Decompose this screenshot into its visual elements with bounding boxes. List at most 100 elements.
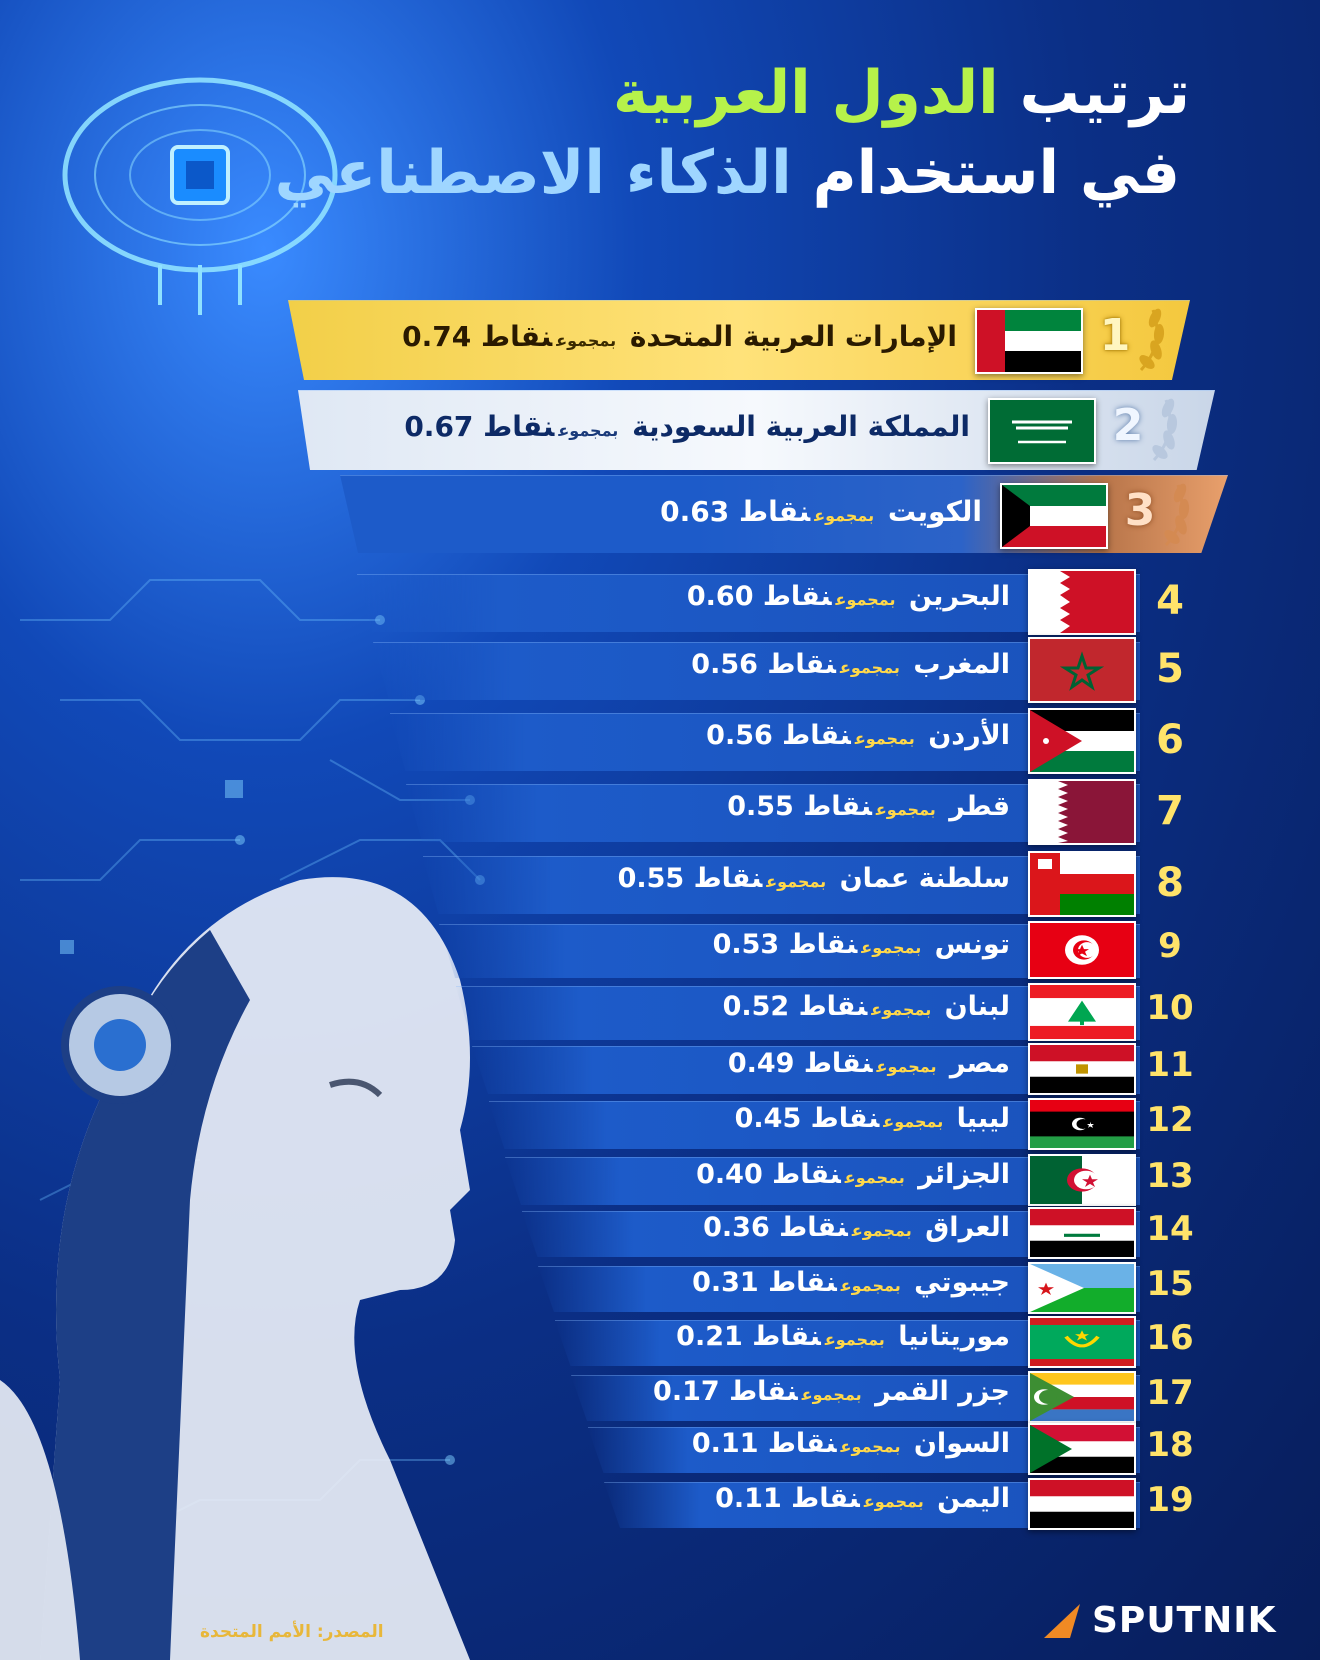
country-name: البحرين xyxy=(908,581,1010,612)
country-label: موريتانيا بمجموعنقاط 0.21 xyxy=(676,1321,1010,1352)
ranking-row: 10 لبنان بمجموعنقاط 0.52 xyxy=(0,978,1320,1041)
country-name: مصر xyxy=(949,1048,1010,1079)
title-text-ai: الذكاء الاصطناعي xyxy=(274,138,792,208)
points-label: نقاط xyxy=(719,1376,798,1407)
rank-number: 15 xyxy=(1146,1264,1194,1304)
score-value: 0.55 xyxy=(727,791,794,822)
ranking-bar-9 xyxy=(439,924,1140,978)
country-name: المغرب xyxy=(913,649,1010,680)
total-label: بمجموع xyxy=(835,590,896,609)
ranking-row: 4 البحرين بمجموعنقاط 0.60 xyxy=(0,566,1320,635)
country-name: العراق xyxy=(925,1212,1010,1243)
page-title-line-2: في استخدام الذكاء الاصطناعي xyxy=(275,138,1180,208)
score-value: 0.31 xyxy=(692,1267,759,1298)
country-label: العراق بمجموعنقاط 0.36 xyxy=(703,1212,1010,1243)
country-name: سلطنة عمان xyxy=(839,863,1010,894)
laurel-wreath-icon xyxy=(1118,394,1180,464)
morocco-flag-icon xyxy=(1028,637,1136,703)
algeria-flag-icon xyxy=(1028,1154,1136,1206)
country-label: المملكة العربية السعودية بمجموعنقاط 0.67 xyxy=(404,410,970,443)
rank-number: 5 xyxy=(1156,646,1184,692)
ranking-bar-10 xyxy=(455,986,1140,1040)
total-label: بمجموع xyxy=(871,1000,932,1019)
points-label: نقاط xyxy=(801,1103,880,1134)
rank-number: 10 xyxy=(1146,988,1194,1028)
laurel-wreath-icon xyxy=(1130,479,1192,549)
ranking-row: 6 الأردن بمجموعنقاط 0.56 xyxy=(0,705,1320,774)
points-label: نقاط xyxy=(729,495,811,528)
country-label: تونس بمجموعنقاط 0.53 xyxy=(713,929,1010,960)
total-label: بمجموع xyxy=(840,1437,901,1456)
total-label: بمجموع xyxy=(883,1112,944,1131)
score-value: 0.56 xyxy=(706,720,773,751)
country-name: الأردن xyxy=(928,720,1010,751)
rank-number: 9 xyxy=(1158,926,1182,966)
points-label: نقاط xyxy=(742,1321,821,1352)
country-label: قطر بمجموعنقاط 0.55 xyxy=(727,791,1010,822)
ranking-bar-5 xyxy=(373,642,1140,700)
rank-number: 13 xyxy=(1146,1156,1194,1196)
rank-number: 1 xyxy=(1099,310,1131,361)
ranking-row: 16 موريتانيا بمجموعنقاط 0.21 xyxy=(0,1312,1320,1368)
score-value: 0.45 xyxy=(734,1103,802,1134)
country-label: لبنان بمجموعنقاط 0.52 xyxy=(723,991,1010,1022)
country-label: السوان بمجموعنقاط 0.11 xyxy=(692,1428,1010,1459)
ranking-row: 9 تونس بمجموعنقاط 0.53 xyxy=(0,916,1320,979)
score-value: 0.55 xyxy=(617,863,685,894)
points-label: نقاط xyxy=(757,649,836,680)
country-label: جيبوتي بمجموعنقاط 0.31 xyxy=(692,1267,1010,1298)
score-value: 0.74 xyxy=(402,320,472,353)
total-label: بمجموع xyxy=(824,1330,885,1349)
points-label: نقاط xyxy=(758,1267,837,1298)
country-name: جيبوتي xyxy=(914,1267,1010,1298)
ranking-row: 2 المملكة العربية السعودية بمجموعنقاط 0.6… xyxy=(0,390,1320,470)
points-label: نقاط xyxy=(471,320,553,353)
source-note: المصدر: الأمم المتحدة xyxy=(200,1622,384,1642)
country-name: المملكة العربية السعودية xyxy=(632,410,970,443)
total-label: بمجموع xyxy=(854,729,915,748)
rank-number: 19 xyxy=(1146,1480,1194,1520)
ai-brain-icon xyxy=(62,77,338,315)
comoros-flag-icon xyxy=(1028,1371,1136,1423)
title-text-in-use-of: في استخدام xyxy=(791,138,1180,208)
ranking-bar-8 xyxy=(422,856,1140,914)
points-label: نقاط xyxy=(753,581,832,612)
page-title-line-1: ترتيب الدول العربية xyxy=(613,58,1190,128)
total-label: بمجموع xyxy=(814,506,875,525)
country-name: الكويت xyxy=(887,495,982,528)
mauritania-flag-icon xyxy=(1028,1316,1136,1368)
country-label: ليبيا بمجموعنقاط 0.45 xyxy=(735,1103,1010,1134)
djibouti-flag-icon xyxy=(1028,1262,1136,1314)
country-name: اليمن xyxy=(937,1483,1010,1514)
country-name: قطر xyxy=(949,791,1010,822)
rank-number: 12 xyxy=(1146,1100,1194,1140)
oman-flag-icon xyxy=(1028,851,1136,917)
total-label: بمجموع xyxy=(840,1276,901,1295)
tunisia-flag-icon xyxy=(1028,921,1136,979)
ranking-row: 14 العراق بمجموعنقاط 0.36 xyxy=(0,1203,1320,1259)
score-value: 0.40 xyxy=(696,1159,763,1190)
score-value: 0.53 xyxy=(712,929,780,960)
uae-flag-icon xyxy=(975,308,1083,374)
total-label: بمجموع xyxy=(851,1221,912,1240)
points-label: نقاط xyxy=(769,1212,848,1243)
country-label: الإمارات العربية المتحدة بمجموعنقاط 0.74 xyxy=(402,320,957,353)
score-value: 0.17 xyxy=(653,1376,720,1407)
country-label: مصر بمجموعنقاط 0.49 xyxy=(728,1048,1010,1079)
total-label: بمجموع xyxy=(876,1057,937,1076)
ranking-bar-7 xyxy=(406,784,1140,842)
yemen-flag-icon xyxy=(1028,1478,1136,1530)
ranking-row: 11 مصر بمجموعنقاط 0.49 xyxy=(0,1038,1320,1095)
points-label: نقاط xyxy=(789,991,868,1022)
points-label: نقاط xyxy=(758,1428,837,1459)
total-label: بمجموع xyxy=(861,938,922,957)
points-label: نقاط xyxy=(794,1048,873,1079)
total-label: بمجموع xyxy=(556,331,617,350)
score-value: 0.60 xyxy=(686,581,754,612)
country-name: موريتانيا xyxy=(898,1321,1010,1352)
points-label: نقاط xyxy=(684,863,763,894)
total-label: بمجموع xyxy=(558,421,619,440)
score-value: 0.49 xyxy=(727,1048,795,1079)
total-label: بمجموع xyxy=(839,658,900,677)
country-name: جزر القمر xyxy=(875,1376,1010,1407)
